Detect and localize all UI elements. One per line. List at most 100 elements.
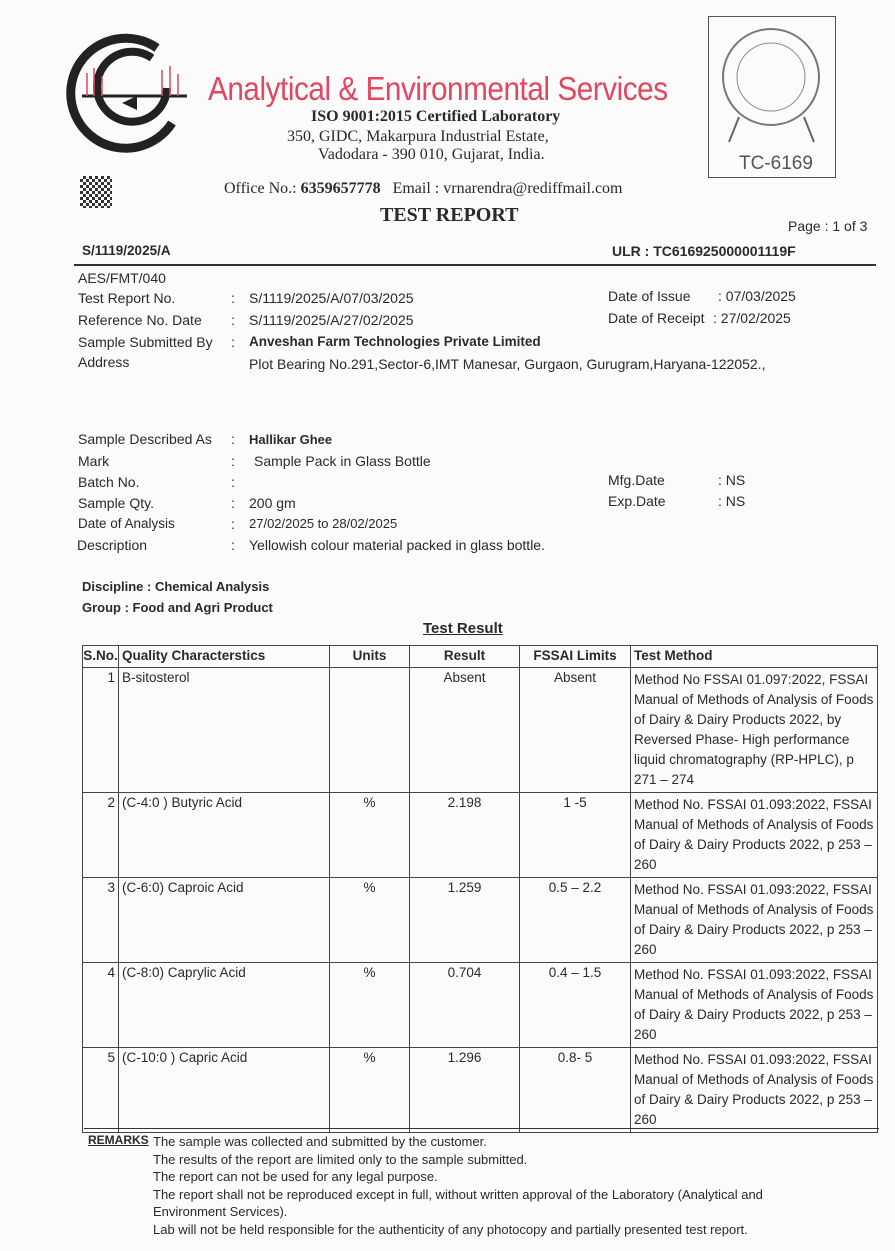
header-sno: S.No. bbox=[82, 645, 119, 668]
discipline: Discipline : Chemical Analysis bbox=[82, 579, 270, 594]
remark-line: The sample was collected and submitted b… bbox=[153, 1134, 487, 1149]
value-mfg-date: : NS bbox=[718, 472, 746, 488]
table-row: 4 (C-8:0) Caprylic Acid% 0.704 0.4 – 1.5 Met… bbox=[82, 962, 878, 1048]
address-line2: Vadodara - 390 010, Gujarat, India. bbox=[318, 146, 545, 163]
table-header-row: S.No. Quality Characterstics Units Resul… bbox=[82, 645, 878, 668]
qr-code bbox=[80, 176, 112, 208]
label-exp-date: Exp.Date bbox=[608, 493, 666, 509]
value-date-of-receipt: : 27/02/2025 bbox=[713, 310, 791, 326]
label-description: Description bbox=[77, 537, 148, 553]
value-mark: Sample Pack in Glass Bottle bbox=[254, 453, 431, 469]
label-date-of-issue: Date of Issue bbox=[608, 288, 691, 304]
cell-sno: 4 bbox=[82, 962, 119, 1048]
sep: : bbox=[231, 334, 235, 350]
label-date-of-analysis: Date of Analysis bbox=[78, 516, 175, 531]
label-address: Address bbox=[78, 354, 130, 370]
remark-line: The report shall not be reproduced excep… bbox=[153, 1187, 763, 1202]
table-row: 3 (C-6:0) Caproic Acid% 1.259 0.5 – 2.2 Meth… bbox=[82, 877, 878, 963]
report-title: TEST REPORT bbox=[380, 204, 519, 226]
cell-limits: Absent bbox=[519, 667, 631, 793]
label-sample-described: Sample Described As bbox=[78, 431, 212, 447]
accreditation-stamp: TC-6169 bbox=[708, 16, 836, 178]
table-row: 1 B-sitosterol Absent Absent Method No FSSAI… bbox=[82, 667, 878, 793]
table-row: 2 (C-4:0 ) Butyric Acid% 2.198 1 -5 Method N… bbox=[82, 792, 878, 878]
value-test-report-no: S/1119/2025/A/07/03/2025 bbox=[249, 290, 414, 306]
group: Group : Food and Agri Product bbox=[82, 600, 273, 615]
header-limits: FSSAI Limits bbox=[519, 645, 631, 668]
cell-name: (C-6:0) Caproic Acid bbox=[118, 877, 330, 963]
table-row: 5 (C-10:0 ) Capric Acid% 1.296 0.8- 5 Method… bbox=[82, 1047, 878, 1133]
sep: : bbox=[231, 537, 235, 553]
value-sample-qty: 200 gm bbox=[249, 495, 296, 511]
sep: : bbox=[231, 290, 235, 306]
sep: : bbox=[231, 453, 235, 469]
cell-name: B-sitosterol bbox=[118, 667, 330, 793]
header-result: Result bbox=[409, 645, 520, 668]
ulr-number: ULR : TC616925000001119F bbox=[612, 243, 796, 259]
cell-units: % bbox=[329, 877, 410, 963]
remark-line: Lab will not be held responsible for the… bbox=[153, 1222, 748, 1237]
cell-method: Method No. FSSAI 01.093:2022, FSSAI Manu… bbox=[630, 877, 878, 963]
cell-limits: 1 -5 bbox=[519, 792, 631, 878]
cell-method: Method No. FSSAI 01.093:2022, FSSAI Manu… bbox=[630, 962, 878, 1048]
cell-units: % bbox=[329, 792, 410, 878]
cell-name: (C-10:0 ) Capric Acid bbox=[118, 1047, 330, 1133]
header-units: Units bbox=[329, 645, 410, 668]
cell-name: (C-4:0 ) Butyric Acid bbox=[118, 792, 330, 878]
remark-line: The report can not be used for any legal… bbox=[153, 1169, 438, 1184]
remarks-label: REMARKS bbox=[88, 1133, 149, 1147]
value-exp-date: : NS bbox=[718, 493, 746, 509]
header-method: Test Method bbox=[630, 645, 878, 668]
report-ref: S/1119/2025/A bbox=[82, 243, 171, 258]
cell-result: 0.704 bbox=[409, 962, 520, 1048]
cell-result: 1.296 bbox=[409, 1047, 520, 1133]
header-quality: Quality Characterstics bbox=[118, 645, 330, 668]
cell-result: Absent bbox=[409, 667, 520, 793]
remark-line: Environment Services). bbox=[153, 1204, 288, 1219]
cell-method: Method No. FSSAI 01.093:2022, FSSAI Manu… bbox=[630, 792, 878, 878]
sep: : bbox=[231, 431, 235, 447]
cell-units bbox=[329, 667, 410, 793]
label-batch-no: Batch No. bbox=[78, 474, 140, 490]
company-logo bbox=[66, 33, 187, 153]
stamp-code: TC-6169 bbox=[739, 153, 813, 174]
label-mark: Mark bbox=[78, 453, 110, 469]
company-name: Analytical & Environmental Services bbox=[208, 70, 668, 107]
cell-limits: 0.4 – 1.5 bbox=[519, 962, 631, 1048]
value-date-of-analysis: 27/02/2025 to 28/02/2025 bbox=[249, 516, 398, 531]
office-contact: Office No.: 6359657778 Email : vrnarendr… bbox=[224, 180, 622, 198]
address-line1: 350, GIDC, Makarpura Industrial Estate, bbox=[287, 128, 549, 145]
sep: : bbox=[231, 312, 235, 328]
value-date-of-issue: : 07/03/2025 bbox=[718, 288, 796, 304]
office-number: 6359657778 bbox=[300, 180, 381, 197]
cell-method: Method No FSSAI 01.097:2022, FSSAI Manua… bbox=[630, 667, 878, 793]
certification: ISO 9001:2015 Certified Laboratory bbox=[311, 108, 561, 125]
cell-limits: 0.5 – 2.2 bbox=[519, 877, 631, 963]
cell-sno: 1 bbox=[82, 667, 119, 793]
value-sample-described: Hallikar Ghee bbox=[249, 432, 333, 447]
label-test-report-no: Test Report No. bbox=[78, 290, 176, 306]
cell-name: (C-8:0) Caprylic Acid bbox=[118, 962, 330, 1048]
value-reference-no: S/1119/2025/A/27/02/2025 bbox=[249, 312, 414, 328]
value-address: Plot Bearing No.291,Sector-6,IMT Manesar… bbox=[249, 356, 766, 372]
sep: : bbox=[231, 516, 235, 532]
label-mfg-date: Mfg.Date bbox=[608, 472, 665, 488]
table-title: Test Result bbox=[423, 620, 503, 637]
cell-method: Method No. FSSAI 01.093:2022, FSSAI Manu… bbox=[630, 1047, 878, 1133]
remark-line: The results of the report are limited on… bbox=[153, 1152, 528, 1167]
cell-sno: 3 bbox=[82, 877, 119, 963]
remarks-divider bbox=[84, 1128, 879, 1129]
label-date-of-receipt: Date of Receipt bbox=[608, 310, 705, 326]
cell-sno: 2 bbox=[82, 792, 119, 878]
email: Email : vrnarendra@rediffmail.com bbox=[392, 180, 623, 197]
cell-units: % bbox=[329, 1047, 410, 1133]
cell-result: 2.198 bbox=[409, 792, 520, 878]
office-label: Office No.: bbox=[224, 180, 297, 197]
test-result-table: S.No. Quality Characterstics Units Resul… bbox=[82, 645, 878, 1133]
accreditation-seal-icon bbox=[722, 28, 820, 143]
header-divider bbox=[74, 264, 876, 266]
label-reference-no: Reference No. Date bbox=[78, 312, 202, 328]
value-submitted-by: Anveshan Farm Technologies Private Limit… bbox=[249, 334, 541, 349]
form-no: AES/FMT/040 bbox=[78, 270, 166, 286]
